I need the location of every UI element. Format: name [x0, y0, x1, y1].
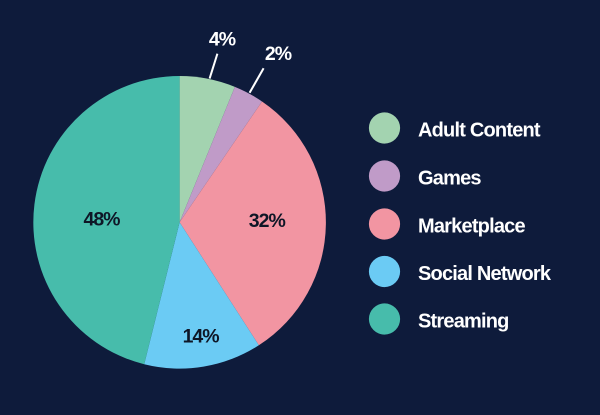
svg-text:14%: 14%	[183, 326, 220, 348]
svg-text:48%: 48%	[83, 209, 120, 231]
svg-text:Streaming: Streaming	[418, 311, 509, 333]
svg-text:32%: 32%	[249, 210, 286, 232]
svg-text:Social Network: Social Network	[418, 263, 552, 285]
svg-text:4%: 4%	[209, 29, 236, 51]
svg-text:Adult Content: Adult Content	[418, 120, 541, 142]
svg-text:Games: Games	[418, 168, 481, 190]
svg-text:Marketplace: Marketplace	[418, 216, 525, 238]
svg-text:2%: 2%	[265, 43, 292, 65]
